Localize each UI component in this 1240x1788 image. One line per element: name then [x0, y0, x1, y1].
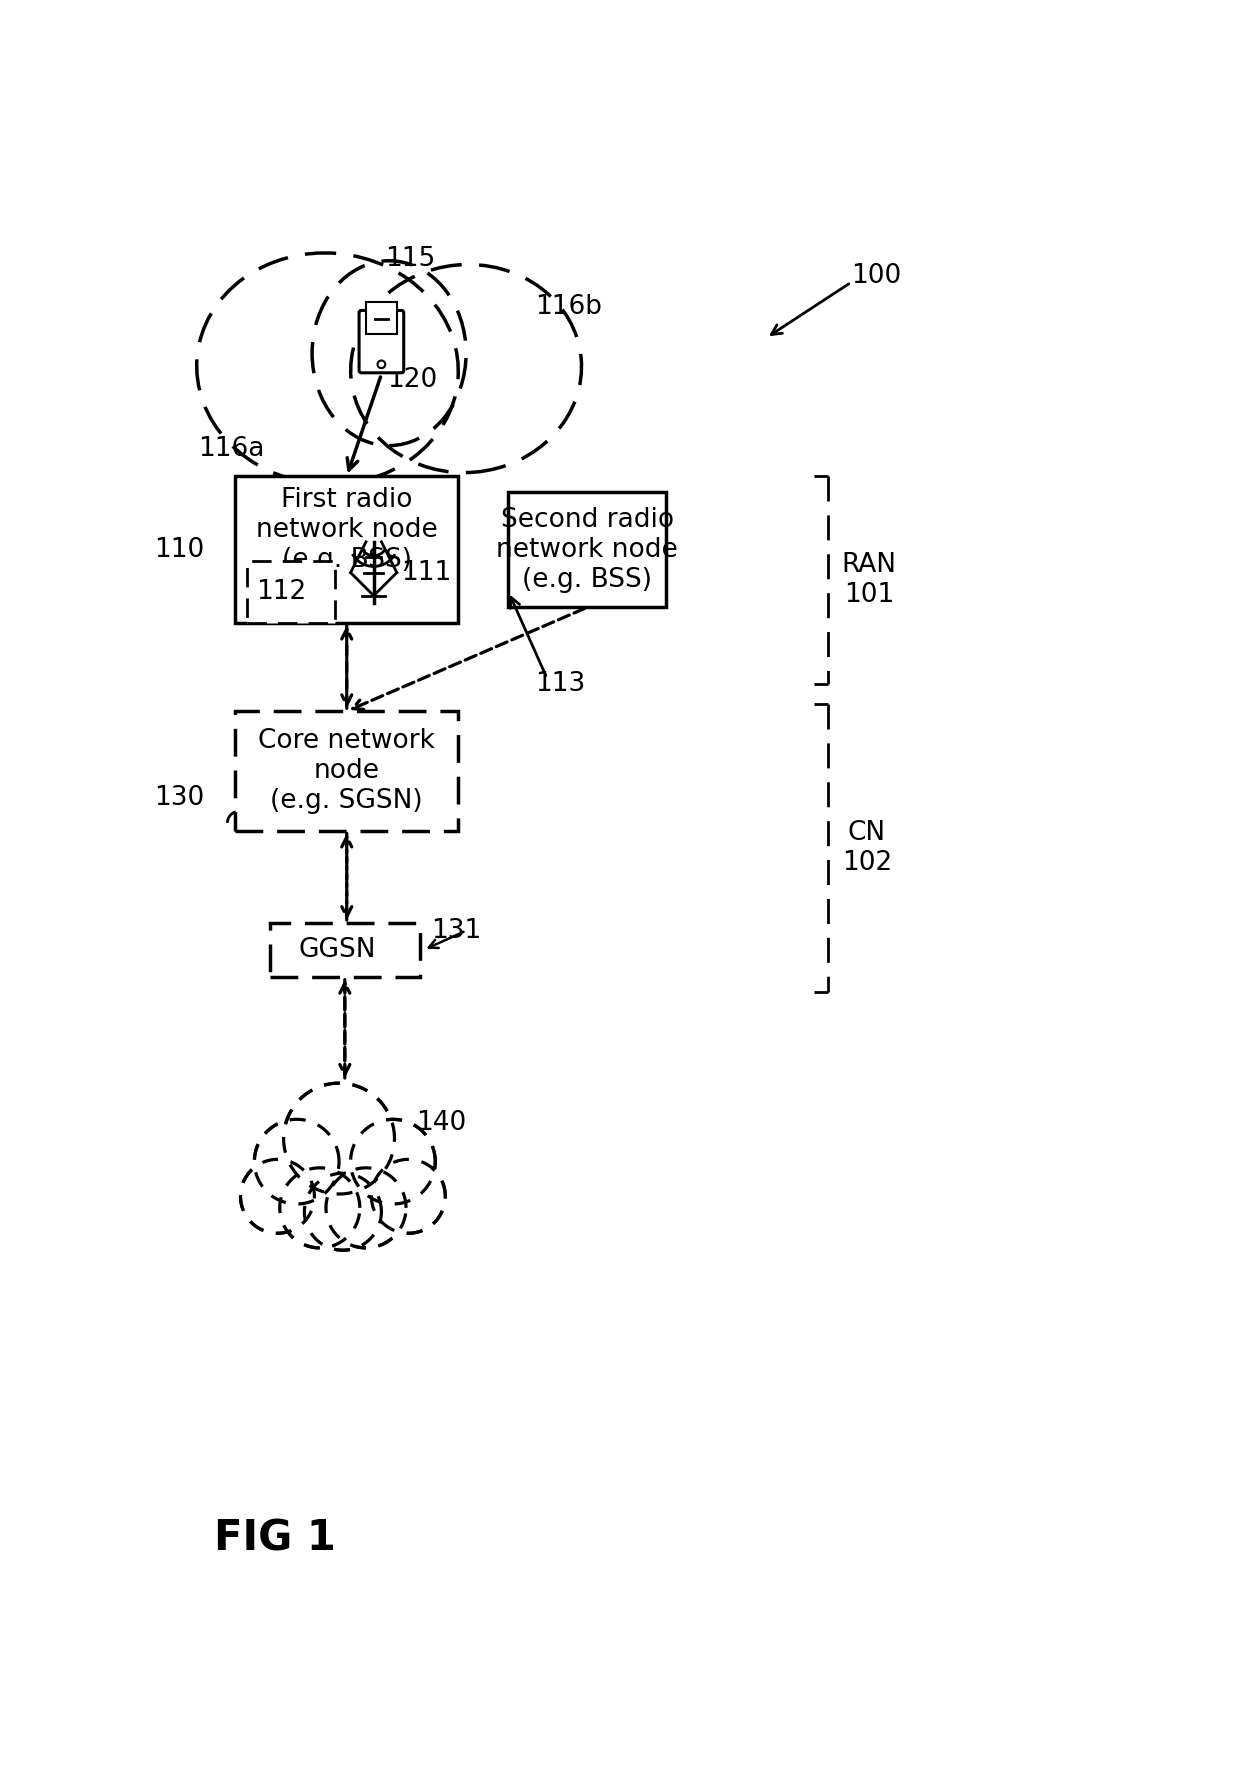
Bar [508, 492, 666, 608]
Bar [270, 923, 420, 976]
Text: 120: 120 [388, 367, 438, 393]
Circle shape [308, 1177, 378, 1248]
Circle shape [258, 1123, 336, 1200]
Circle shape [288, 1087, 391, 1189]
Circle shape [283, 1171, 357, 1244]
Circle shape [284, 1084, 394, 1194]
Text: RAN
101: RAN 101 [842, 552, 897, 608]
Circle shape [254, 1119, 339, 1203]
FancyBboxPatch shape [360, 311, 404, 372]
Text: 112: 112 [255, 579, 306, 604]
Bar [236, 476, 459, 622]
Text: 100: 100 [851, 263, 901, 290]
Bar [366, 302, 397, 334]
Text: 140: 140 [417, 1110, 466, 1135]
Text: 116a: 116a [198, 436, 264, 463]
Text: First radio
network node
(e.g. BSS): First radio network node (e.g. BSS) [255, 488, 438, 574]
Circle shape [329, 1171, 403, 1244]
Text: 116b: 116b [536, 293, 603, 320]
Text: Second radio
network node
(e.g. BSS): Second radio network node (e.g. BSS) [496, 506, 678, 592]
Bar [236, 712, 459, 831]
Circle shape [372, 1159, 445, 1234]
Text: GGSN: GGSN [299, 937, 376, 964]
Text: Core network
node
(e.g. SGSN): Core network node (e.g. SGSN) [258, 728, 435, 814]
Circle shape [374, 1162, 443, 1230]
Circle shape [351, 1119, 435, 1203]
Text: FIG 1: FIG 1 [213, 1518, 335, 1559]
Circle shape [353, 1123, 432, 1200]
Bar [247, 561, 335, 622]
Text: 115: 115 [386, 247, 435, 272]
Circle shape [280, 1168, 360, 1248]
Text: CN
102: CN 102 [842, 821, 892, 876]
Circle shape [241, 1159, 315, 1234]
Circle shape [304, 1173, 382, 1250]
Circle shape [326, 1168, 405, 1248]
Text: 111: 111 [401, 560, 451, 586]
Text: 110: 110 [154, 536, 205, 563]
Text: 113: 113 [536, 670, 585, 697]
Text: 131: 131 [432, 917, 481, 944]
Text: 130: 130 [154, 785, 205, 810]
Circle shape [243, 1162, 311, 1230]
